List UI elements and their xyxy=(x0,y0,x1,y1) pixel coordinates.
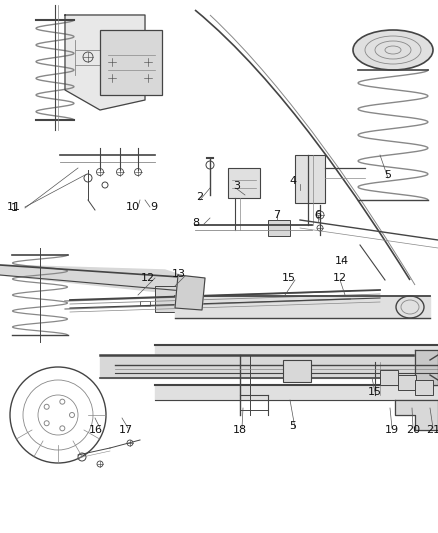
Text: 20: 20 xyxy=(406,425,420,435)
Polygon shape xyxy=(100,355,438,378)
Polygon shape xyxy=(155,345,438,362)
Text: 7: 7 xyxy=(273,210,281,220)
Text: 14: 14 xyxy=(335,256,349,266)
Text: 5: 5 xyxy=(385,170,392,180)
Text: 13: 13 xyxy=(172,269,186,279)
Bar xyxy=(295,155,325,203)
Text: 6: 6 xyxy=(314,210,321,220)
Ellipse shape xyxy=(353,30,433,70)
Text: 8: 8 xyxy=(192,218,200,228)
Polygon shape xyxy=(415,350,438,385)
Text: 1: 1 xyxy=(11,203,18,213)
Text: 12: 12 xyxy=(141,273,155,283)
Text: 21: 21 xyxy=(426,425,438,435)
Text: 17: 17 xyxy=(119,425,133,435)
Text: 4: 4 xyxy=(290,176,297,186)
Polygon shape xyxy=(155,385,438,400)
Bar xyxy=(283,360,311,382)
Text: 15: 15 xyxy=(368,387,382,397)
Text: 11: 11 xyxy=(7,202,21,212)
Polygon shape xyxy=(65,15,145,110)
Polygon shape xyxy=(395,400,438,430)
Text: 19: 19 xyxy=(385,425,399,435)
Text: 12: 12 xyxy=(333,273,347,283)
Bar xyxy=(380,370,398,385)
Bar xyxy=(398,375,416,390)
Text: 3: 3 xyxy=(233,181,240,191)
Polygon shape xyxy=(175,296,430,318)
Text: 10: 10 xyxy=(126,202,140,212)
Text: 16: 16 xyxy=(89,425,103,435)
Bar xyxy=(268,220,290,236)
Text: 5: 5 xyxy=(290,421,297,431)
Text: 2: 2 xyxy=(196,192,204,202)
Polygon shape xyxy=(0,265,195,292)
Bar xyxy=(155,286,177,312)
Bar xyxy=(228,168,260,198)
Text: 18: 18 xyxy=(233,425,247,435)
Bar xyxy=(415,380,433,395)
Bar xyxy=(140,301,150,305)
Polygon shape xyxy=(175,275,205,310)
Text: 15: 15 xyxy=(282,273,296,283)
Text: 9: 9 xyxy=(150,202,158,212)
Bar xyxy=(100,30,162,95)
